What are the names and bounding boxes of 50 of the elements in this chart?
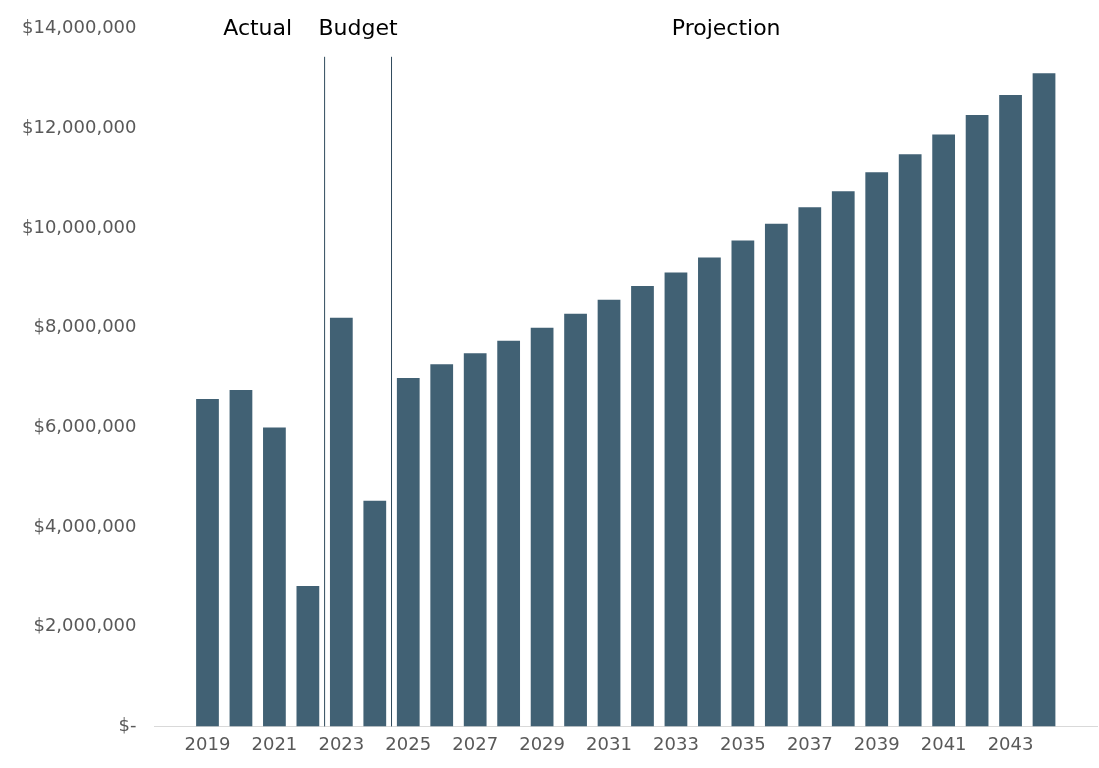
y-tick-label: $8,000,000 xyxy=(33,315,137,337)
bar xyxy=(664,272,688,727)
x-tick-label: 2029 xyxy=(519,732,566,754)
annotation: Budget xyxy=(318,14,398,40)
x-tick-label: 2025 xyxy=(385,732,432,754)
y-tick-label: $12,000,000 xyxy=(22,116,137,138)
y-tick-label: $2,000,000 xyxy=(33,614,137,636)
y-tick-label: $- xyxy=(118,714,137,736)
bar xyxy=(329,317,353,727)
bar xyxy=(463,353,487,727)
y-tick-label: $4,000,000 xyxy=(33,514,137,536)
bar xyxy=(731,240,755,727)
x-tick-label: 2033 xyxy=(653,732,699,754)
bar xyxy=(831,191,855,727)
bar xyxy=(798,207,822,727)
x-tick-label: 2037 xyxy=(786,732,833,754)
annotation: Projection xyxy=(671,14,781,40)
bar xyxy=(597,299,621,727)
bar xyxy=(898,154,922,727)
bar xyxy=(430,364,454,727)
bar xyxy=(564,313,587,727)
bar xyxy=(229,390,253,727)
x-tick-label: 2019 xyxy=(184,732,231,754)
x-tick-label: 2023 xyxy=(318,732,365,754)
bar xyxy=(965,115,989,727)
bar xyxy=(631,285,654,727)
x-tick-label: 2031 xyxy=(586,732,632,754)
bar xyxy=(1032,73,1056,727)
bar xyxy=(530,327,554,727)
y-tick-label: $10,000,000 xyxy=(22,215,137,237)
x-tick-label: 2035 xyxy=(719,732,766,754)
annotation: Actual xyxy=(223,14,293,40)
x-tick-label: 2027 xyxy=(452,732,499,754)
bar xyxy=(263,427,286,727)
bar xyxy=(196,399,219,727)
bar xyxy=(363,500,387,727)
y-tick-label: $6,000,000 xyxy=(33,415,137,437)
x-tick-label: 2041 xyxy=(920,732,967,754)
bar xyxy=(396,378,420,727)
bar xyxy=(698,257,721,727)
bar xyxy=(932,134,956,727)
bar xyxy=(497,340,521,727)
bar xyxy=(296,585,320,727)
x-tick-label: 2043 xyxy=(987,732,1034,754)
x-tick-label: 2021 xyxy=(251,732,298,754)
bar xyxy=(764,223,788,727)
x-tick-label: 2039 xyxy=(853,732,900,754)
y-tick-label: $14,000,000 xyxy=(22,16,137,38)
bar xyxy=(865,172,889,727)
bar xyxy=(999,95,1022,727)
